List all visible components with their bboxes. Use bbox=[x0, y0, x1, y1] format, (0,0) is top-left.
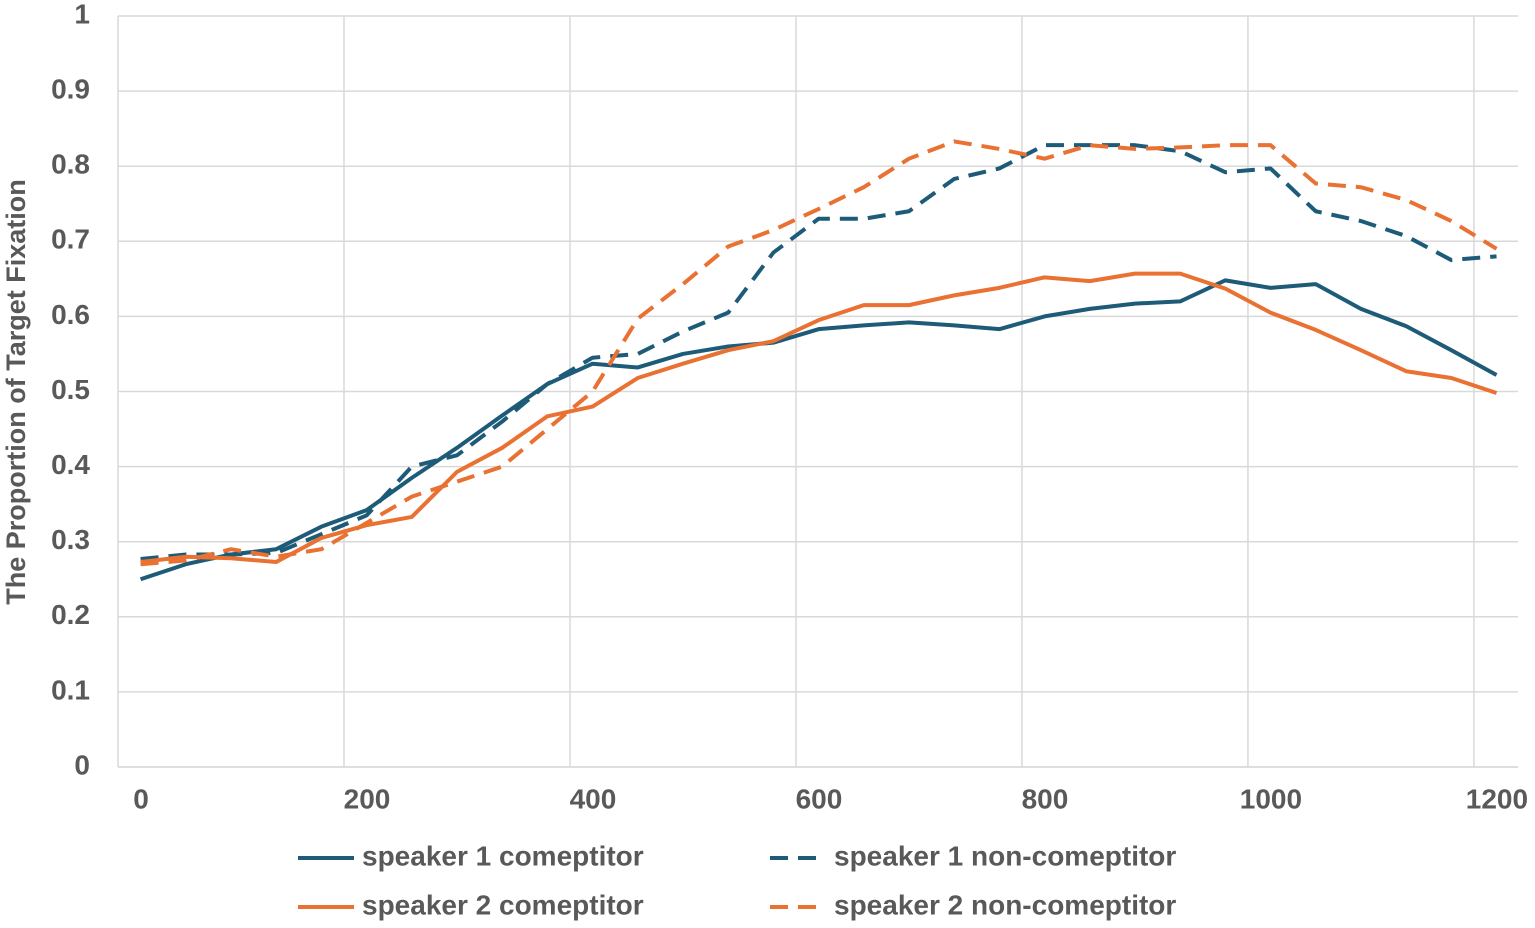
data-line bbox=[139, 278, 1498, 582]
x-tick-label: 400 bbox=[570, 783, 617, 814]
legend-label: speaker 2 non-comeptitor bbox=[834, 889, 1176, 920]
data-line bbox=[140, 139, 1498, 567]
y-tick-label: 0.5 bbox=[51, 374, 90, 405]
y-axis-label: The Proportion of Target Fixation bbox=[1, 179, 31, 605]
y-tick-label: 0.3 bbox=[51, 524, 90, 555]
x-tick-label: 200 bbox=[344, 783, 391, 814]
y-tick-label: 0.1 bbox=[51, 674, 90, 705]
x-tick-label: 800 bbox=[1022, 783, 1069, 814]
y-tick-label: 0.6 bbox=[51, 299, 90, 330]
x-tick-label: 600 bbox=[796, 783, 843, 814]
y-tick-label: 0 bbox=[74, 749, 90, 780]
y-tick-label: 0.8 bbox=[51, 149, 90, 180]
y-tick-label: 0.4 bbox=[51, 449, 90, 480]
legend-label: speaker 2 comeptitor bbox=[362, 889, 644, 920]
y-tick-label: 0.2 bbox=[51, 599, 90, 630]
y-tick-label: 1 bbox=[74, 0, 90, 29]
legend-label: speaker 1 comeptitor bbox=[362, 840, 644, 871]
x-tick-label: 1200 bbox=[1466, 783, 1528, 814]
x-tick-label: 0 bbox=[133, 783, 149, 814]
data-line bbox=[140, 143, 1497, 561]
y-tick-label: 0.9 bbox=[51, 73, 90, 104]
legend-label: speaker 1 non-comeptitor bbox=[834, 840, 1176, 871]
x-tick-label: 1000 bbox=[1240, 783, 1302, 814]
y-tick-label: 0.7 bbox=[51, 224, 90, 255]
